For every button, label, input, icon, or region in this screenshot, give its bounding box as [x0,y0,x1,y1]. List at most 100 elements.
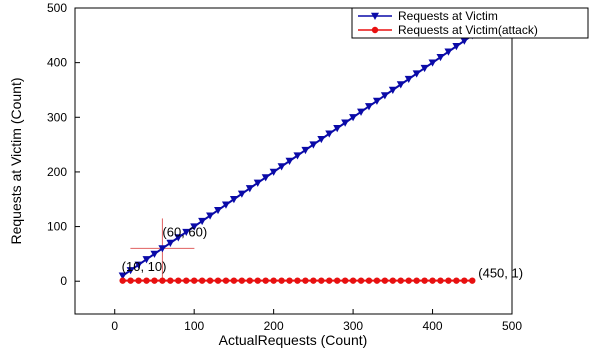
data-point [285,157,294,165]
x-tick-label: 200 [264,319,284,333]
data-point [214,206,223,215]
data-point [293,152,302,160]
data-point [158,245,167,253]
data-point [253,179,262,187]
data-point [183,277,190,284]
data-point [143,277,150,284]
data-point [380,92,389,100]
y-axis-label: Requests at Victim (Count) [8,77,24,244]
data-point [206,277,214,284]
data-point [310,277,317,284]
y-tick-label: 200 [47,165,67,179]
data-point [198,277,206,284]
y-tick-label: 500 [47,1,67,15]
data-point [309,141,318,149]
data-point [167,277,174,284]
data-point [278,277,285,284]
data-point [286,277,293,284]
data-point [341,119,350,127]
data-point [302,277,309,284]
legend-label: Requests at Victim(attack) [398,23,538,37]
data-point [317,135,326,144]
data-point [405,277,412,284]
data-point [396,81,405,89]
y-tick-label: 0 [60,274,67,288]
data-point [469,277,476,284]
y-tick-label: 100 [47,220,67,234]
series-2 [119,277,476,284]
data-point [230,277,238,284]
data-point [222,277,230,284]
data-point [452,43,461,51]
data-point [436,53,445,62]
data-point [246,277,253,284]
y-tick-label: 400 [47,56,67,70]
data-point [388,86,397,94]
data-point [357,277,365,284]
x-tick-label: 300 [343,319,363,333]
data-point [150,250,159,258]
data-point [420,64,429,73]
data-point [325,130,334,138]
y-axis-ticks: 0 100 200 300 400 500 [47,1,80,288]
data-point [421,277,428,284]
data-point [357,108,366,116]
data-point [135,277,142,284]
annotation-group: (450, 450)(60, 60)(10, 10)(450, 1) [122,21,534,280]
plot-frame [74,7,513,315]
data-point [245,185,254,193]
x-axis-ticks: 0 100 200 300 400 500 [111,309,522,333]
data-point [198,217,207,226]
data-point [127,277,134,284]
legend-label: Requests at Victim [398,9,498,23]
data-point [254,277,261,284]
data-point [151,277,158,284]
data-point [118,272,127,280]
data-point [381,277,389,284]
data-point [182,228,191,237]
x-tick-label: 400 [423,319,443,333]
legend-marker [371,26,379,34]
y-tick-label: 300 [47,110,67,124]
data-point [349,277,357,284]
data-point [413,277,420,284]
data-point [261,174,270,182]
data-point [373,277,381,284]
data-point [166,239,175,247]
data-point [437,277,444,284]
data-point [364,103,373,111]
data-point [460,37,469,45]
data-point [134,261,143,269]
data-point [238,277,246,284]
data-point [428,59,437,67]
data-point [333,125,342,133]
data-point [206,212,215,220]
point-annotation: (60, 60) [162,224,207,239]
data-point [429,277,436,284]
x-tick-label: 100 [184,319,204,333]
data-point [237,190,246,198]
data-point [365,277,373,284]
data-point [221,201,230,209]
data-point [372,97,381,105]
data-point [334,277,341,284]
data-point [412,70,421,78]
data-point [349,114,358,122]
data-point [174,234,183,242]
data-point [269,168,278,176]
data-point [214,277,222,284]
data-point [453,277,460,284]
legend-marker [371,12,379,20]
data-point [119,277,126,284]
data-point [190,223,199,231]
data-point [318,277,325,284]
series-group [118,32,477,284]
data-point [229,196,238,204]
data-point [404,75,413,84]
data-point [175,277,182,284]
data-point [126,267,135,275]
point-annotation: (10, 10) [122,259,167,274]
x-axis-label: ActualRequests (Count) [219,332,368,348]
data-point [445,277,452,284]
